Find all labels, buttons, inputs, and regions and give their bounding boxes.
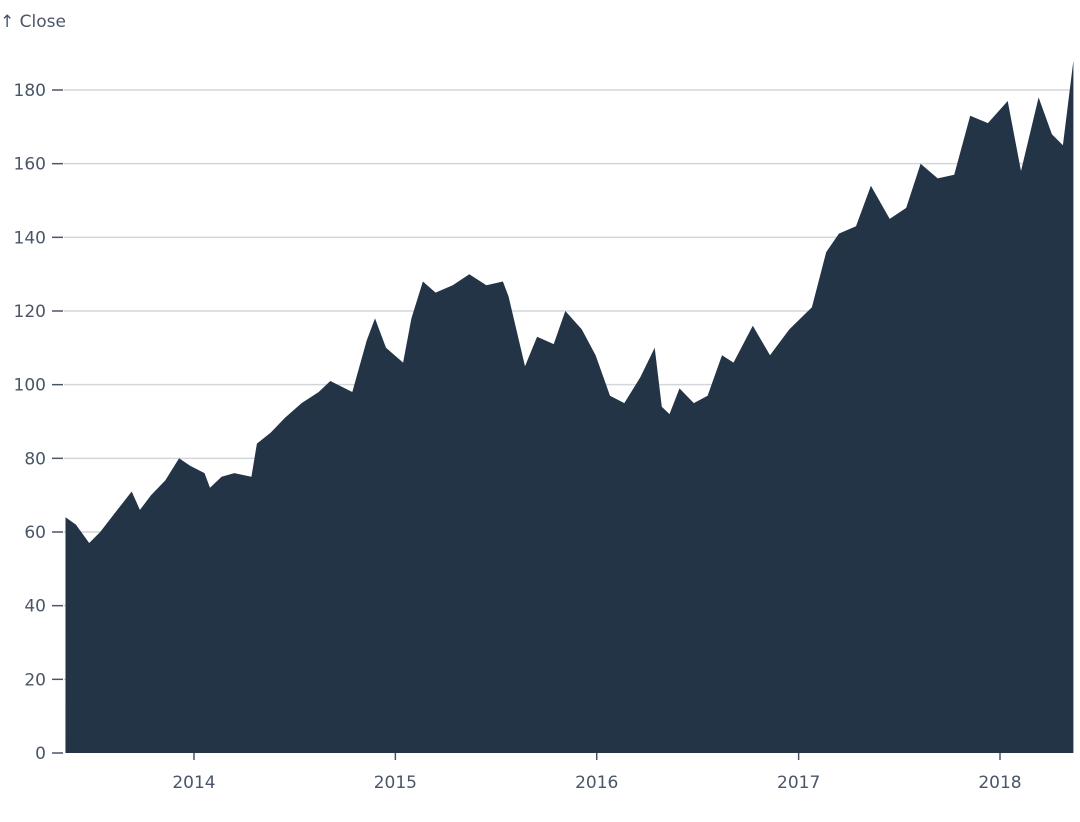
y-tick-label: 40 [24, 597, 46, 617]
x-tick-label: 2014 [172, 773, 215, 793]
y-tick-label: 0 [35, 744, 46, 764]
y-tick-label: 140 [14, 228, 46, 248]
y-tick-label: 20 [24, 670, 46, 690]
y-axis-label: ↑ Close [0, 12, 66, 32]
x-tick-label: 2015 [374, 773, 417, 793]
x-axis: 2014 2015 2016 2017 2018 [172, 753, 1022, 793]
y-axis: 0 20 40 60 80 100 120 140 160 180 [14, 81, 63, 764]
y-tick-label: 180 [14, 81, 46, 101]
y-tick-label: 160 [14, 155, 46, 175]
close-area [65, 60, 1074, 753]
y-tick-label: 120 [14, 302, 46, 322]
x-tick-label: 2016 [575, 773, 618, 793]
y-tick-label: 80 [24, 449, 46, 469]
y-tick-label: 60 [24, 523, 46, 543]
y-tick-label: 100 [14, 376, 46, 396]
x-tick-label: 2018 [978, 773, 1021, 793]
x-tick-label: 2017 [777, 773, 820, 793]
